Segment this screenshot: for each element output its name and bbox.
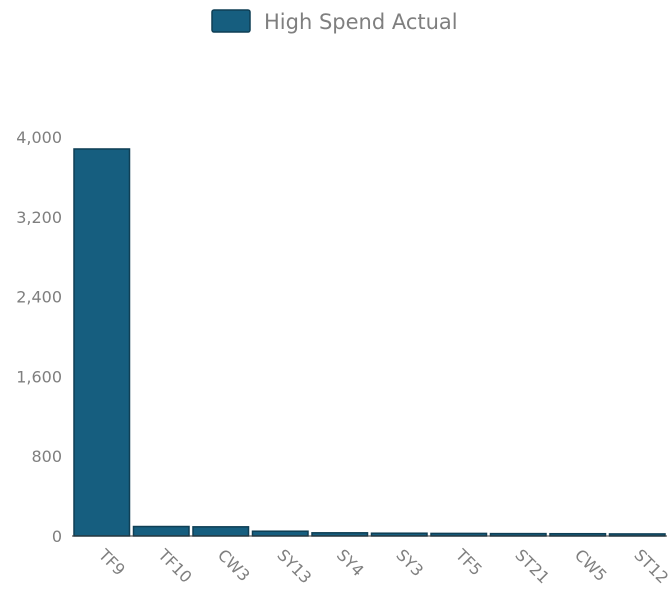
bar-tf10 — [132, 525, 190, 537]
x-tick-label: SY4 — [333, 545, 368, 580]
x-tick-label: TF10 — [154, 545, 196, 587]
bar-tf9 — [73, 148, 131, 537]
y-tick-label: 3,200 — [16, 208, 62, 227]
x-tick-label: ST21 — [511, 545, 553, 587]
x-tick-label: ST12 — [630, 545, 669, 587]
x-tick-label: SY3 — [392, 545, 427, 580]
x-axis: TF9 TF10 CW3 SY13 SY4 SY3 TF5 ST21 CW5 ST12 — [94, 545, 669, 588]
x-tick-label: TF9 — [94, 545, 129, 580]
x-tick-label: CW3 — [214, 545, 254, 585]
y-tick-label: 0 — [52, 527, 62, 546]
y-tick-label: 800 — [31, 447, 62, 466]
y-tick-label: 4,000 — [16, 128, 62, 147]
y-axis: 0 800 1,600 2,400 3,200 4,000 — [16, 128, 62, 546]
x-tick-label: TF5 — [451, 545, 486, 580]
bar-sy13 — [251, 530, 309, 537]
bars — [73, 148, 666, 537]
x-tick-label: CW5 — [571, 545, 611, 585]
x-tick-label: SY13 — [273, 545, 315, 587]
legend-label: High Spend Actual — [264, 10, 458, 34]
legend: High Spend Actual — [211, 9, 458, 34]
y-tick-label: 1,600 — [16, 367, 62, 386]
bar-cw3 — [192, 526, 250, 537]
y-tick-label: 2,400 — [16, 288, 62, 307]
legend-swatch — [211, 9, 251, 33]
